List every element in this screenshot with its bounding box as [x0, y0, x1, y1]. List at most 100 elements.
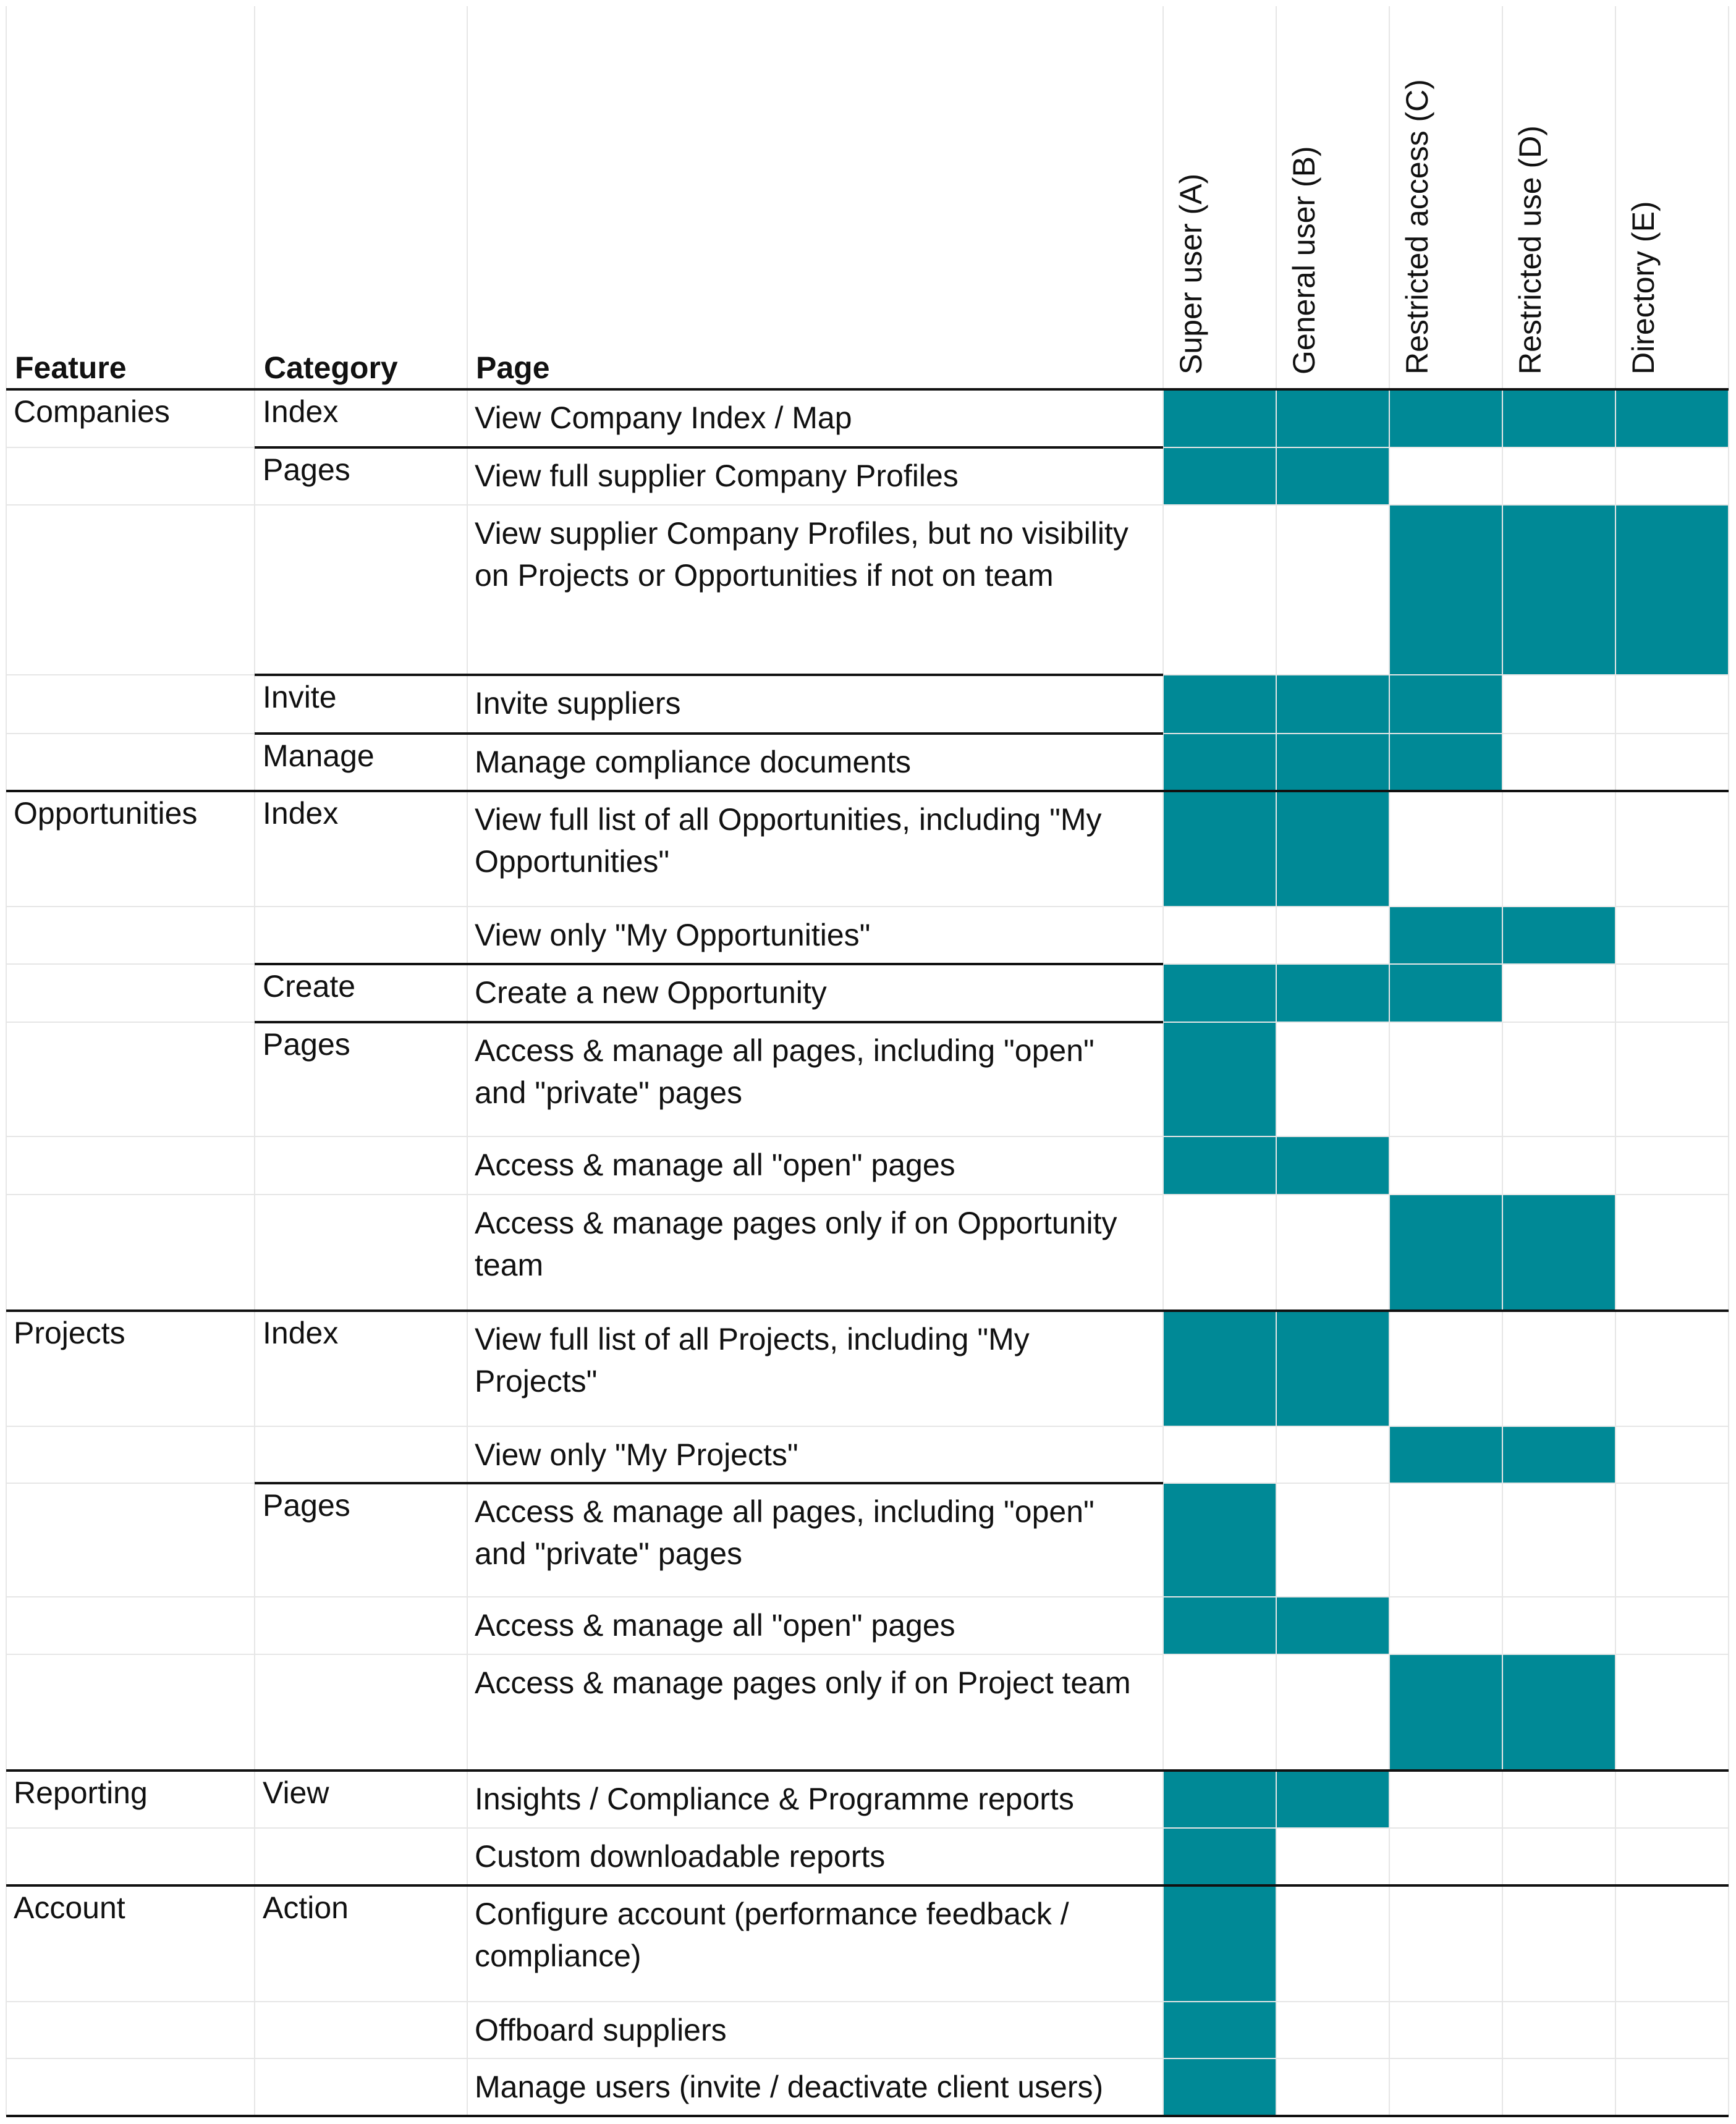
- rule-line: [6, 388, 1729, 391]
- access-cell-filled: [1277, 390, 1389, 447]
- grid-vline: [1615, 6, 1616, 2116]
- access-cell-filled: [1277, 1771, 1389, 1827]
- grid-hline: [6, 1827, 1729, 1829]
- page-label: View only "My Projects": [475, 1437, 798, 1472]
- page-label: Access & manage all "open" pages: [475, 1148, 955, 1182]
- page-label: Access & manage all "open" pages: [475, 1608, 955, 1643]
- access-cell-filled: [1503, 907, 1615, 963]
- page-label: Configure account (performance feedback …: [475, 1897, 1069, 1973]
- feature-label: Reporting: [14, 1775, 148, 1810]
- access-cell-filled: [1503, 1655, 1615, 1770]
- header-role-e: Directory (E): [1626, 201, 1661, 374]
- grid-vline: [254, 6, 255, 2116]
- page-label: View full supplier Company Profiles: [475, 459, 959, 493]
- header-feature: Feature: [15, 350, 127, 385]
- access-cell-filled: [1390, 1195, 1502, 1310]
- rule-line: [6, 2115, 1729, 2117]
- access-cell-filled: [1390, 506, 1502, 674]
- access-cell-filled: [1390, 675, 1502, 733]
- access-cell-filled: [1164, 734, 1276, 790]
- grid-hline: [6, 1136, 1729, 1137]
- access-cell-filled: [1390, 734, 1502, 790]
- category-label: Pages: [263, 452, 350, 487]
- access-cell-filled: [1164, 2059, 1276, 2115]
- rule-line: [6, 1884, 1729, 1887]
- page-label: View supplier Company Profiles, but no v…: [475, 516, 1128, 593]
- grid-hline: [6, 1654, 1729, 1655]
- access-cell-filled: [1164, 1829, 1276, 1885]
- access-cell-filled: [1164, 1023, 1276, 1136]
- access-cell-filled: [1164, 1886, 1276, 2001]
- category-label: Index: [263, 1316, 339, 1350]
- rule-line: [6, 790, 1729, 792]
- grid-vline: [1276, 6, 1277, 2116]
- grid-vline: [467, 6, 468, 2116]
- page-label: Invite suppliers: [475, 686, 681, 721]
- page-label: Insights / Compliance & Programme report…: [475, 1782, 1074, 1816]
- header-page: Page: [476, 350, 550, 385]
- page-label: View only "My Opportunities": [475, 918, 871, 952]
- category-label: Index: [263, 394, 339, 429]
- page-label: Access & manage all pages, including "op…: [475, 1033, 1095, 1110]
- header-role-b: General user (B): [1287, 146, 1321, 374]
- rule-line: [255, 1482, 1163, 1484]
- rule-line: [6, 1769, 1729, 1772]
- grid-hline: [6, 504, 1729, 506]
- category-label: Invite: [263, 680, 337, 714]
- access-cell-filled: [1277, 734, 1389, 790]
- page-label: Offboard suppliers: [475, 2013, 727, 2047]
- rule-line: [255, 674, 1163, 676]
- page-label: Manage users (invite / deactivate client…: [475, 2070, 1104, 2104]
- rule-line: [255, 446, 1163, 449]
- access-cell-filled: [1164, 1311, 1276, 1426]
- category-label: View: [263, 1775, 329, 1810]
- access-cell-filled: [1164, 448, 1276, 504]
- access-cell-filled: [1164, 675, 1276, 733]
- rule-line: [6, 1310, 1729, 1312]
- grid-vline: [1728, 6, 1729, 2116]
- page-label: Custom downloadable reports: [475, 1839, 886, 1874]
- access-cell-filled: [1390, 1655, 1502, 1770]
- header-role-d: Restricted use (D): [1513, 125, 1548, 374]
- category-label: Index: [263, 796, 339, 831]
- access-cell-filled: [1277, 675, 1389, 733]
- grid-hline: [6, 1596, 1729, 1597]
- page-label: Access & manage pages only if on Project…: [475, 1665, 1131, 1700]
- header-category: Category: [264, 350, 398, 385]
- rule-line: [255, 1021, 1163, 1023]
- access-cell-filled: [1164, 965, 1276, 1022]
- access-cell-filled: [1503, 390, 1615, 447]
- rule-line: [255, 732, 1163, 735]
- access-cell-filled: [1277, 792, 1389, 906]
- access-cell-filled: [1503, 1427, 1615, 1483]
- grid-hline: [6, 2001, 1729, 2002]
- access-cell-filled: [1164, 792, 1276, 906]
- category-label: Pages: [263, 1027, 350, 1062]
- access-cell-filled: [1390, 390, 1502, 447]
- category-label: Pages: [263, 1488, 350, 1523]
- access-cell-filled: [1277, 448, 1389, 504]
- access-cell-filled: [1164, 390, 1276, 447]
- grid-hline: [6, 1194, 1729, 1195]
- category-label: Manage: [263, 738, 375, 773]
- access-cell-filled: [1616, 506, 1728, 674]
- grid-vline: [1502, 6, 1503, 2116]
- access-cell-filled: [1616, 390, 1728, 447]
- access-cell-filled: [1277, 1137, 1389, 1194]
- category-label: Create: [263, 969, 356, 1004]
- grid-vline: [1162, 6, 1164, 2116]
- access-cell-filled: [1164, 1771, 1276, 1827]
- page-label: Create a new Opportunity: [475, 975, 827, 1010]
- access-cell-filled: [1390, 965, 1502, 1022]
- feature-label: Account: [14, 1890, 125, 1925]
- access-cell-filled: [1503, 506, 1615, 674]
- access-cell-filled: [1390, 1427, 1502, 1483]
- page-label: View full list of all Opportunities, inc…: [475, 802, 1102, 879]
- page-label: View Company Index / Map: [475, 400, 852, 435]
- access-cell-filled: [1164, 1597, 1276, 1654]
- grid-hline: [6, 906, 1729, 907]
- grid-vline: [6, 6, 7, 2116]
- access-cell-filled: [1164, 1137, 1276, 1194]
- grid-vline: [1389, 6, 1390, 2116]
